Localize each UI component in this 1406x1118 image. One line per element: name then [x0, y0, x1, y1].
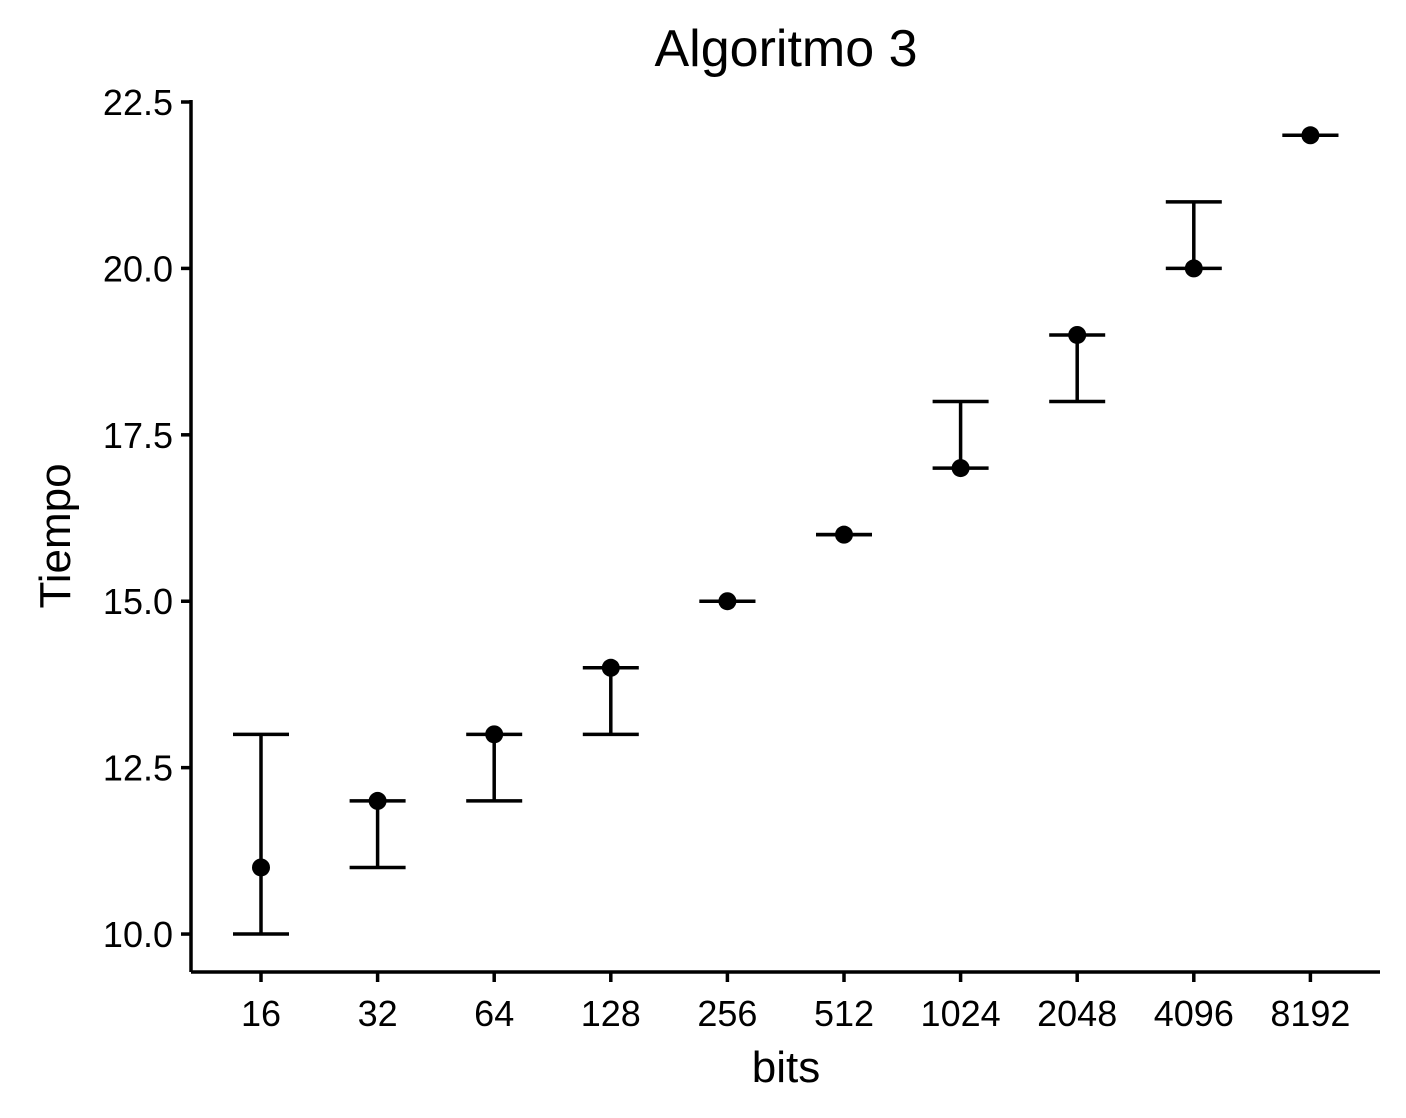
error-bar-32 — [349, 799, 406, 870]
chart-title: Algoritmo 3 — [655, 20, 918, 78]
data-point-32 — [368, 791, 387, 810]
data-point-512 — [835, 525, 853, 544]
data-point-256 — [718, 592, 737, 611]
x-tick-label: 32 — [358, 993, 398, 1034]
x-tick-label: 2048 — [1037, 993, 1117, 1034]
x-axis-label: bits — [752, 1043, 820, 1092]
y-tick-label: 15.0 — [103, 581, 173, 622]
x-tick-label: 128 — [581, 993, 641, 1034]
x-tick-label: 1024 — [921, 993, 1001, 1034]
x-tick-label: 256 — [697, 993, 757, 1034]
error-bar-64 — [466, 732, 523, 803]
data-point-4096 — [1184, 259, 1203, 278]
data-point-8192 — [1301, 126, 1320, 145]
data-point-16 — [252, 858, 270, 877]
data-point-2048 — [1068, 325, 1087, 344]
error-bar-2048 — [1049, 333, 1106, 404]
x-tick-label: 8192 — [1270, 993, 1350, 1034]
data-point-64 — [485, 725, 504, 744]
error-bar-1024 — [932, 399, 989, 470]
error-bar-16 — [233, 732, 289, 936]
y-tick-label: 22.5 — [103, 82, 173, 123]
error-bar-4096 — [1165, 200, 1222, 271]
x-tick-label: 16 — [241, 993, 281, 1034]
y-tick-label: 17.5 — [103, 415, 173, 456]
error-bar-128 — [582, 666, 639, 737]
x-axis: 16 32 64 128 256 512 1024 2048 4096 8192 — [191, 970, 1380, 1034]
y-axis: 10.0 12.5 15.0 17.5 20.0 22.5 — [103, 82, 193, 972]
x-tick-label: 64 — [474, 993, 514, 1034]
x-tick-label: 4096 — [1154, 993, 1234, 1034]
data-point-128 — [601, 658, 620, 677]
y-tick-label: 10.0 — [103, 914, 173, 955]
y-tick-label: 20.0 — [103, 248, 173, 289]
y-tick-label: 12.5 — [103, 748, 173, 789]
y-axis-label: Tiempo — [31, 463, 80, 608]
data-point-1024 — [951, 459, 970, 478]
x-tick-label: 512 — [814, 993, 874, 1034]
data-marks — [233, 126, 1339, 936]
